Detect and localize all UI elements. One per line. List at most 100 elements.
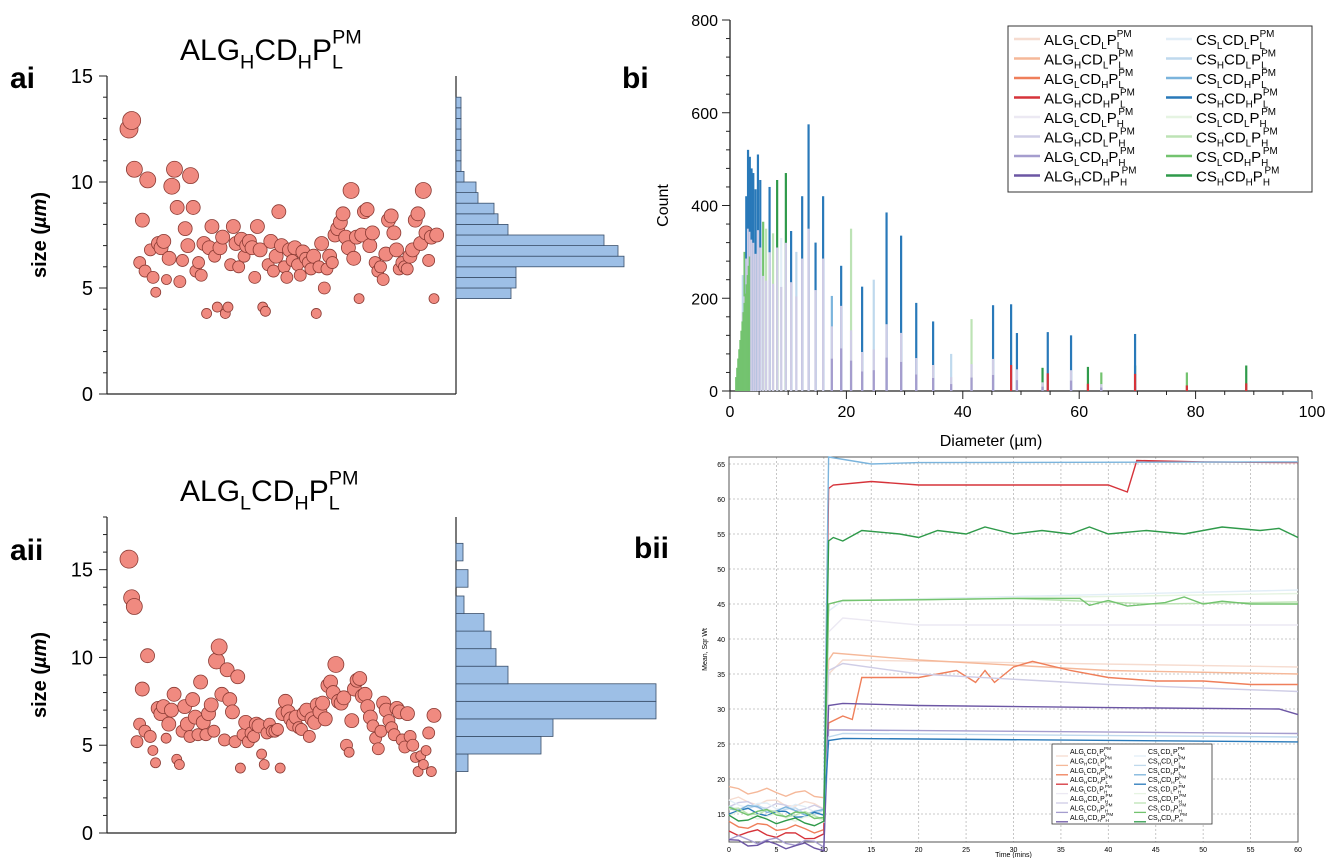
- x-tick-label: 0: [726, 404, 735, 421]
- x-tick-label: 40: [1104, 847, 1112, 854]
- panel-ai: ai ALGHCDHPLPM 0 5 10 15 size (µm): [10, 27, 625, 406]
- legend-entry: CSLCDHPHPM: [1196, 146, 1278, 169]
- legend-entry: CSHCDLPHPM: [1196, 126, 1278, 149]
- legend-entry: ALGLCDHPLPM: [1044, 68, 1133, 91]
- plot-frame: [728, 456, 1299, 843]
- legend-entry: ALGHCDLPLPM: [1044, 48, 1133, 71]
- data-point: [177, 221, 193, 237]
- data-point: [156, 233, 172, 249]
- data-point: [371, 742, 385, 756]
- series-line: [728, 660, 1298, 834]
- histogram-bar: [455, 255, 625, 268]
- data-point: [219, 662, 235, 678]
- data-point: [362, 238, 378, 254]
- histogram-bar-underlay: [1133, 373, 1137, 391]
- histogram-bar-underlay: [790, 282, 793, 391]
- histogram-bar-underlay: [830, 358, 833, 391]
- x-tick-label: 60: [1070, 404, 1088, 421]
- x-tick-label: 55: [1247, 847, 1255, 854]
- panel-label-ai: ai: [10, 62, 35, 95]
- histogram-bar-underlay: [932, 377, 935, 391]
- histogram-bar-underlay: [807, 228, 810, 391]
- histogram-bar-underlay: [1185, 385, 1188, 391]
- histogram-bar-underlay: [849, 360, 853, 391]
- data-point: [383, 208, 399, 224]
- histogram-bar-underlay: [822, 258, 825, 391]
- data-point: [315, 695, 331, 711]
- histogram-bar: [748, 256, 751, 391]
- data-point: [185, 200, 201, 215]
- y-tick-label: 15: [717, 812, 725, 819]
- data-point: [134, 681, 150, 697]
- data-point: [417, 759, 429, 770]
- legend-entry: CSLCDLPLPM: [1196, 29, 1274, 52]
- x-tick-label: 45: [1152, 847, 1160, 854]
- data-point: [161, 250, 177, 266]
- y-tick-label: 0: [82, 823, 93, 845]
- series-line: [728, 596, 1298, 820]
- legend-entry: CSHCDHPHPM: [1148, 812, 1187, 823]
- histogram-bar: [455, 118, 462, 130]
- histogram-bar: [738, 349, 740, 391]
- legend-entry: ALGHCDLPLPM: [1070, 756, 1112, 767]
- data-point: [125, 160, 143, 178]
- histogram-bar: [455, 736, 542, 755]
- data-point: [425, 766, 437, 777]
- data-point: [280, 270, 294, 284]
- histogram-bar: [1100, 372, 1103, 391]
- histogram-bar: [455, 595, 465, 614]
- data-point: [410, 206, 426, 222]
- histogram-bar-underlay: [762, 275, 765, 391]
- y-axis-label: size (µm): [29, 192, 51, 278]
- data-point: [161, 274, 172, 285]
- histogram-bar: [455, 648, 497, 667]
- data-point: [420, 745, 432, 756]
- data-point: [256, 748, 268, 760]
- legend-entry: CSLCDHPLPM: [1148, 765, 1186, 776]
- histogram-bar: [915, 302, 918, 391]
- histogram-bar: [970, 319, 973, 391]
- legend-box: [1051, 743, 1213, 825]
- y-axis-label: size (µm): [29, 632, 51, 718]
- histogram-bar: [861, 286, 864, 391]
- y-tick-label: 30: [717, 707, 725, 714]
- histogram-bar-underlay: [784, 242, 787, 391]
- legend-entry: ALGHCDHPLPM: [1070, 774, 1113, 785]
- data-point: [428, 293, 440, 305]
- x-tick-label: 50: [1199, 847, 1207, 854]
- x-tick-label: 100: [1299, 404, 1326, 421]
- legend-entry: ALGLCDLPLPM: [1044, 29, 1132, 52]
- legend-entry: CSHCDHPLPM: [1196, 87, 1278, 110]
- data-point: [271, 204, 287, 220]
- histogram-bar: [950, 353, 953, 391]
- histogram-bar: [1069, 335, 1073, 391]
- legend-entry: CSHCDHPLPM: [1148, 774, 1186, 785]
- histogram-bar: [455, 700, 657, 720]
- panel-label-aii: aii: [10, 534, 43, 567]
- histogram-bar: [455, 139, 462, 151]
- data-point: [169, 200, 185, 215]
- chart-title-text: ALGHCDHPLPM: [180, 27, 362, 74]
- data-point: [225, 704, 240, 720]
- x-tick-label: 0: [727, 847, 731, 854]
- histogram-bar: [1245, 365, 1248, 391]
- histogram-bar: [746, 275, 749, 391]
- x-tick-label: 80: [1187, 404, 1205, 421]
- legend-box: [1007, 25, 1313, 193]
- data-point: [146, 270, 160, 284]
- histogram-bar: [1010, 304, 1013, 391]
- histogram-bar: [744, 293, 746, 391]
- data-point: [201, 308, 212, 319]
- legend-entry: CSLCDLPHPM: [1196, 107, 1276, 130]
- data-point: [164, 702, 179, 718]
- x-tick-label: 25: [962, 847, 970, 854]
- histogram-bar: [455, 96, 462, 109]
- data-point: [426, 707, 442, 723]
- legend-entry: CSHCDLPLPM: [1148, 756, 1186, 767]
- data-point: [293, 268, 307, 282]
- legend-entry: ALGLCDLPHPM: [1044, 107, 1133, 130]
- histogram-bar: [455, 192, 479, 204]
- data-point: [250, 219, 265, 234]
- histogram-bar: [1086, 366, 1090, 391]
- series-line: [728, 662, 1299, 812]
